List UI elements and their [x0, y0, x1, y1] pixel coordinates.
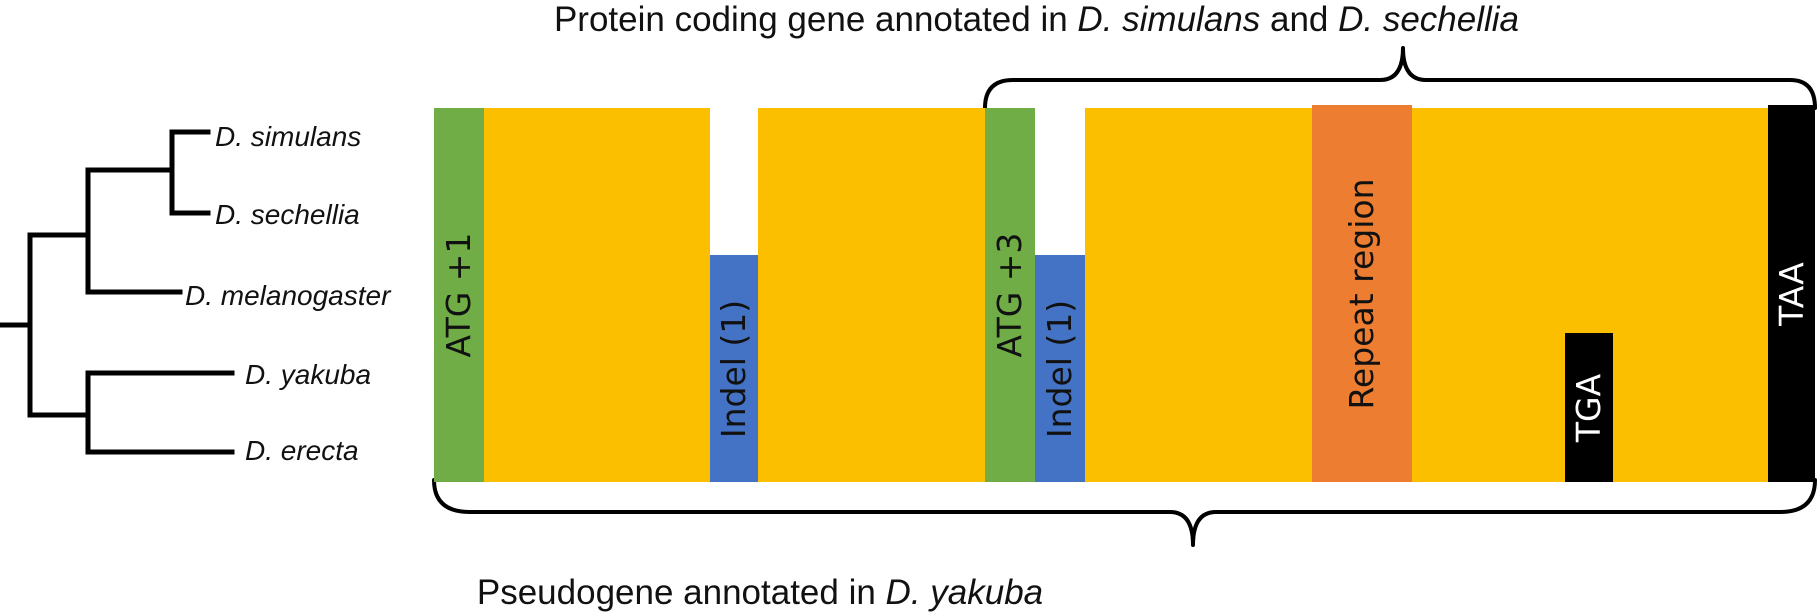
- pseudogene-caption: Pseudogene annotated in D. yakuba: [0, 573, 1520, 613]
- atg-plus3-label: ATG +3: [990, 232, 1029, 358]
- coding-exon-1: [484, 108, 710, 482]
- taa-label: TAA: [1771, 261, 1811, 326]
- bottom-brace: [432, 478, 1817, 547]
- top-brace: [983, 46, 1817, 110]
- taxon-label-sechellia: D. sechellia: [215, 199, 360, 230]
- taxon-label-melanogaster: D. melanogaster: [185, 280, 391, 311]
- taa-stop-codon: TAA: [1768, 105, 1815, 482]
- atg-plus1-label: ATG +1: [439, 232, 478, 358]
- caption-species-simulans: D. simulans: [1077, 0, 1261, 39]
- taxon-label-simulans: D. simulans: [215, 121, 362, 152]
- caption-species-sechellia: D. sechellia: [1338, 0, 1520, 39]
- indel-segment-2: Indel (1): [1035, 255, 1085, 482]
- indel-label-2: Indel (1): [1040, 299, 1079, 438]
- caption-text: Pseudogene annotated in: [476, 573, 886, 612]
- taxon-label-erecta: D. erecta: [245, 435, 359, 466]
- coding-exon-3: [1085, 108, 1312, 482]
- tga-label: TGA: [1569, 373, 1608, 442]
- caption-species-yakuba: D. yakuba: [885, 573, 1044, 612]
- coding-exon-2: [758, 108, 985, 482]
- tga-stop-codon: TGA: [1565, 333, 1613, 482]
- caption-text: and: [1260, 0, 1339, 39]
- taxon-label-yakuba: D. yakuba: [245, 359, 372, 390]
- atg-plus3-segment: ATG +3: [985, 108, 1035, 482]
- repeat-region-label: Repeat region: [1342, 177, 1381, 410]
- phylogenetic-tree: [0, 129, 235, 455]
- repeat-region-segment: Repeat region: [1312, 105, 1412, 482]
- caption-text: Protein coding gene annotated in: [553, 0, 1078, 39]
- indel-segment-1: Indel (1): [710, 255, 758, 482]
- atg-plus1-segment: ATG +1: [434, 108, 484, 482]
- protein-coding-caption: Protein coding gene annotated in D. simu…: [0, 0, 1820, 40]
- indel-label-1: Indel (1): [714, 299, 753, 438]
